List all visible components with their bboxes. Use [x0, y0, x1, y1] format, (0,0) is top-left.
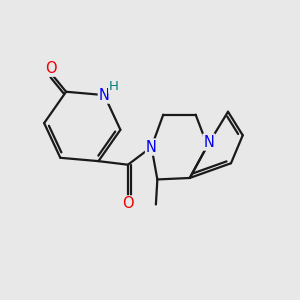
- Text: O: O: [45, 61, 56, 76]
- Text: O: O: [122, 196, 134, 211]
- Text: N: N: [203, 134, 214, 149]
- Text: H: H: [109, 80, 118, 93]
- Text: N: N: [146, 140, 157, 154]
- Text: N: N: [99, 88, 110, 103]
